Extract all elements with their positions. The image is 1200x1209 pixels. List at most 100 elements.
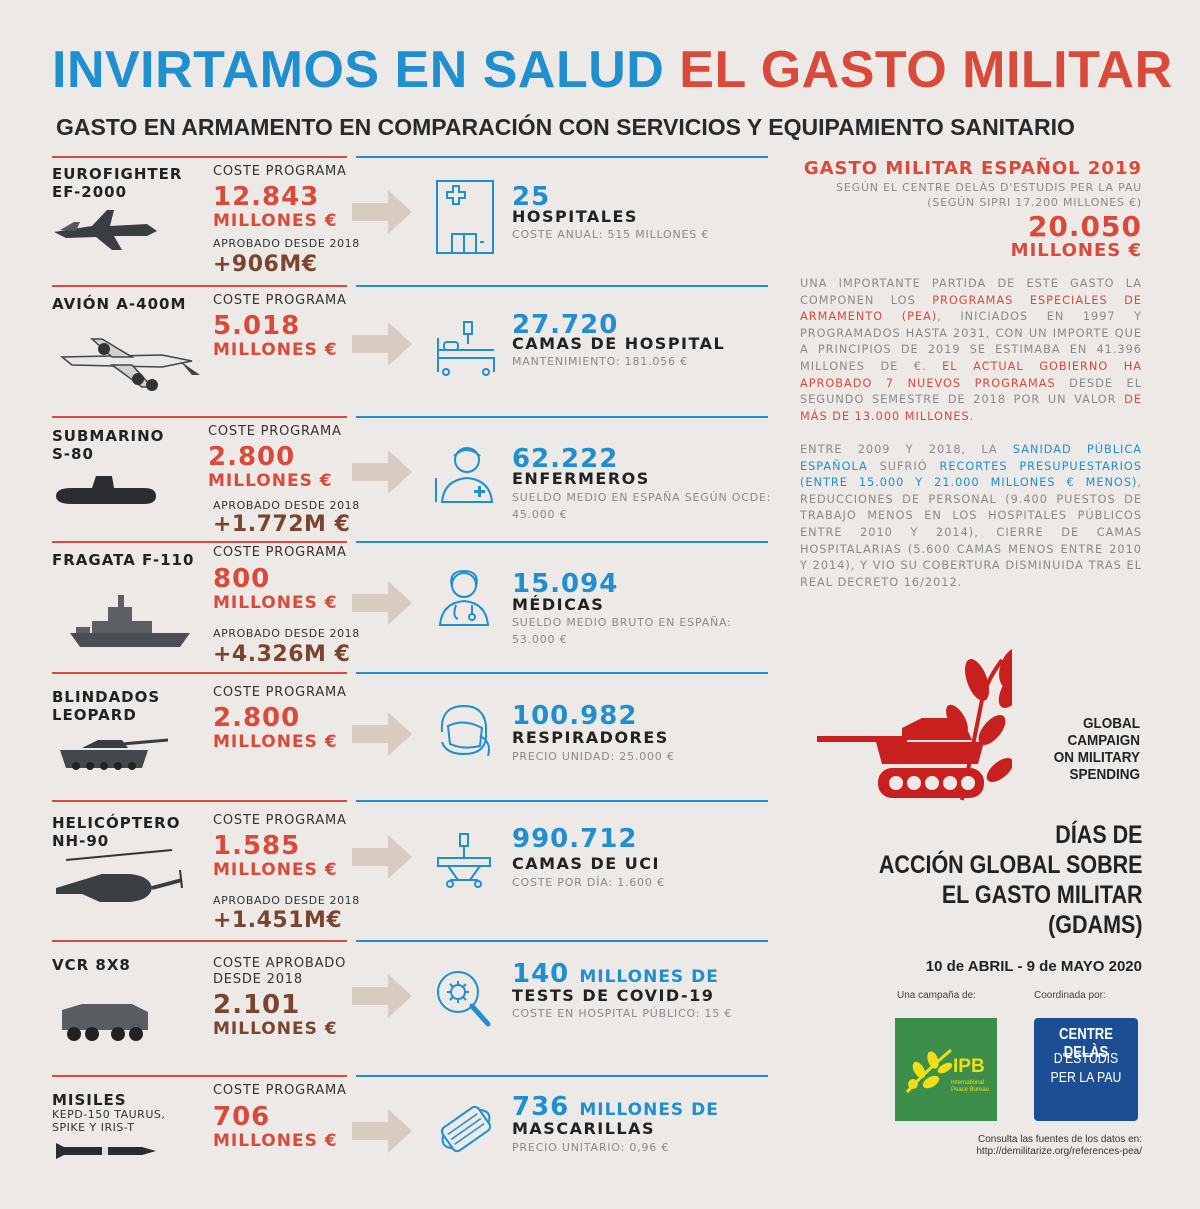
fighter-jet-icon — [54, 210, 157, 250]
ipb-logo[interactable]: IPB International Peace Bureau — [895, 1018, 997, 1121]
cost-label: COSTE PROGRAMA — [213, 293, 347, 308]
weapon-name-2: EF-2000 — [52, 183, 128, 201]
delas-line-3: PER LA PAU — [1050, 1069, 1122, 1086]
military-spending-total: 20.050 — [1027, 210, 1142, 243]
approved-value: +1.772M € — [213, 512, 351, 537]
row-nh90: HELICÓPTERO NH-90 COSTE PROGRAMA 1.585 M… — [52, 800, 768, 940]
ipb-logo-subtitle: International Peace Bureau — [951, 1080, 990, 1093]
weapon-name: VCR 8X8 — [52, 956, 131, 974]
sources-label: Consulta las fuentes de los datos en: — [978, 1134, 1142, 1145]
health-number: 990.712 — [512, 824, 638, 854]
title-red: EL GASTO MILITAR — [679, 41, 1173, 99]
cost-label: COSTE PROGRAMA — [213, 545, 347, 560]
transport-plane-icon — [59, 338, 200, 391]
weapon-name: BLINDADOS — [52, 688, 161, 706]
hospital-icon — [436, 180, 494, 254]
cost-label: COSTE APROBADO — [213, 956, 347, 971]
olive-branch-icon — [905, 1048, 953, 1094]
campaign-dates: 10 de ABRIL - 9 de MAYO 2020 — [925, 958, 1142, 975]
arrow-right-icon — [352, 1109, 412, 1153]
cost-unit: MILLONES € — [208, 471, 333, 491]
helicopter-icon — [56, 849, 183, 902]
weapon-name-3: SPIKE Y IRIS-T — [52, 1121, 135, 1134]
cost-value: 2.800 — [213, 703, 301, 733]
health-item: CAMAS DE UCI — [512, 854, 660, 873]
tank-icon — [60, 738, 169, 770]
health-number: 100.982 — [512, 701, 638, 731]
health-number: 15.094 — [512, 569, 619, 599]
delas-line-1: CENTRE DELÀS — [1059, 1026, 1113, 1061]
row-misiles: MISILES KEPD-150 TAURUS, SPIKE Y IRIS-T … — [52, 1075, 768, 1209]
weapon-name-2: LEOPARD — [52, 706, 137, 724]
health-number: 62.222 — [512, 444, 619, 474]
approved-label: APROBADO DESDE 2018 — [213, 627, 360, 640]
health-note: PRECIO UNIDAD: 25.000 € — [512, 750, 675, 763]
page-title: INVIRTAMOS EN SALUD EL GASTO MILITAR — [52, 40, 1173, 100]
paragraph-pea: UNA IMPORTANTE PARTIDA DE ESTE GASTO LA … — [800, 277, 1142, 423]
weapon-name: AVIÓN A-400M — [52, 295, 187, 313]
cost-value: 5.018 — [213, 311, 301, 341]
health-number-suffix: MILLONES DE — [579, 1100, 719, 1120]
respirator-icon — [440, 704, 490, 757]
cost-label: COSTE PROGRAMA — [213, 1083, 347, 1098]
armored-vehicle-icon — [62, 1004, 148, 1041]
row-leopard: BLINDADOS LEOPARD COSTE PROGRAMA 2.800 M… — [52, 672, 768, 800]
missile-icon — [56, 1143, 156, 1159]
cost-unit: MILLONES € — [213, 340, 338, 360]
title-blue: INVIRTAMOS EN SALUD — [52, 41, 665, 99]
weapon-name-2: S-80 — [52, 445, 94, 463]
health-note: PRECIO UNITARIO: 0,96 € — [512, 1141, 670, 1154]
health-note: COSTE EN HOSPITAL PÚBLICO: 15 € — [512, 1007, 733, 1020]
health-item: TESTS DE COVID-19 — [512, 986, 715, 1005]
centre-delas-logo[interactable]: CENTRE DELÀS D'ESTUDIS PER LA PAU — [1034, 1018, 1138, 1121]
health-note: SUELDO MEDIO EN ESPAÑA SEGÚN OCDE: 45.00… — [512, 491, 772, 521]
paragraph-sanidad: ENTRE 2009 Y 2018, LA SANIDAD PÚBLICA ES… — [800, 443, 1143, 589]
health-item: MASCARILLAS — [512, 1119, 656, 1138]
row-submarino: SUBMARINO S-80 COSTE PROGRAMA 2.800 MILL… — [52, 416, 770, 541]
icu-bed-icon — [437, 833, 491, 888]
health-number: 140 — [512, 959, 570, 989]
cost-value: 2.800 — [208, 442, 296, 472]
cost-label: COSTE PROGRAMA — [208, 424, 342, 439]
health-number: 736 — [512, 1092, 570, 1122]
coord-label: Coordinada por: — [1034, 990, 1106, 1001]
health-note: COSTE ANUAL: 515 MILLONES € — [512, 228, 710, 241]
cost-label: COSTE PROGRAMA — [213, 685, 347, 700]
sources-note: Consulta las fuentes de los datos en: htt… — [976, 1134, 1142, 1158]
military-spending-sipri: (SEGÚN SIPRI 17.200 MILLONES €) — [927, 196, 1142, 209]
health-number: 25 — [512, 182, 551, 212]
weapon-name: MISILES — [52, 1091, 127, 1109]
health-item: MÉDICAS — [512, 595, 605, 614]
hospital-bed-icon — [437, 321, 495, 376]
weapon-name: HELICÓPTERO — [52, 814, 181, 832]
health-note: SUELDO MEDIO BRUTO EN ESPAÑA: 53.000 € — [512, 616, 732, 646]
arrow-right-icon — [352, 835, 412, 879]
cost-unit: MILLONES € — [213, 732, 338, 752]
health-number-suffix: MILLONES DE — [579, 967, 719, 987]
health-item: CAMAS DE HOSPITAL — [512, 334, 726, 353]
health-item: ENFERMEROS — [512, 469, 650, 488]
weapon-name-2: KEPD-150 TAURUS, — [52, 1108, 166, 1121]
approved-label: APROBADO DESDE 2018 — [213, 237, 360, 250]
cost-label: COSTE PROGRAMA — [213, 813, 347, 828]
approved-value: +4.326M € — [213, 642, 351, 667]
health-number: 27.720 — [512, 310, 619, 340]
campaign-label: Una campaña de: — [897, 990, 976, 1001]
health-item: RESPIRADORES — [512, 728, 669, 747]
face-mask-icon — [440, 1105, 492, 1153]
row-vcr: VCR 8X8 COSTE APROBADO DESDE 2018 2.101 … — [52, 940, 768, 1075]
military-spending-source: SEGÚN EL CENTRE DELÀS D'ESTUDIS PER LA P… — [836, 181, 1142, 194]
cost-unit: MILLONES € — [213, 860, 338, 880]
arrow-right-icon — [352, 581, 412, 625]
approved-value: +1.451M€ — [213, 908, 343, 933]
gdams-heading: DÍAS DE ACCIÓN GLOBAL SOBRE EL GASTO MILIT… — [878, 821, 1142, 939]
covid-test-magnifier-icon — [437, 971, 491, 1027]
delas-line-2: D'ESTUDIS — [1053, 1050, 1119, 1067]
submarine-icon — [56, 476, 156, 504]
nurse-icon — [435, 447, 494, 503]
sources-link[interactable]: http://demilitarize.org/references-pea/ — [976, 1146, 1142, 1157]
cost-value: 800 — [213, 564, 271, 594]
cost-value: 12.843 — [213, 182, 320, 212]
arrow-right-icon — [352, 712, 412, 756]
arrow-right-icon — [352, 450, 412, 494]
